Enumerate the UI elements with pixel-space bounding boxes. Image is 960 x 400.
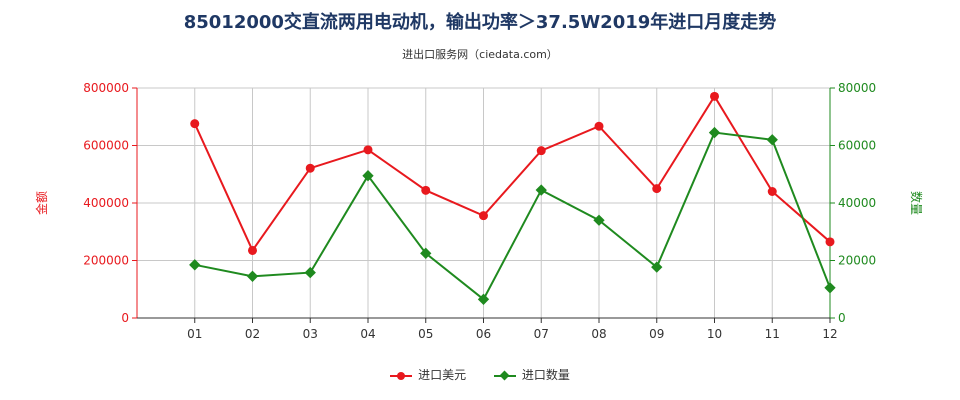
data-point-qty bbox=[708, 126, 721, 139]
chart-subtitle: 进出口服务网（ciedata.com） bbox=[402, 48, 558, 61]
x-tick-label: 05 bbox=[418, 327, 433, 341]
data-point-value bbox=[190, 119, 200, 129]
data-point-qty bbox=[246, 270, 259, 282]
x-tick-label: 02 bbox=[245, 327, 260, 341]
x-tick-label: 10 bbox=[707, 327, 722, 341]
x-tick-label: 01 bbox=[187, 327, 202, 341]
data-point-value bbox=[363, 145, 373, 155]
y-axis-label-right: 数量 bbox=[909, 191, 924, 215]
series-line-qty bbox=[194, 131, 831, 301]
y-tick-label-right: 80000 bbox=[838, 81, 876, 95]
data-point-value bbox=[248, 245, 257, 255]
legend-label-qty: 进口数量 bbox=[521, 368, 570, 382]
legend-line-qty bbox=[493, 370, 516, 380]
data-point-value bbox=[594, 121, 604, 131]
data-point-value bbox=[536, 146, 546, 156]
y-tick-label-right: 20000 bbox=[838, 254, 876, 268]
y-tick-label-left: 400000 bbox=[83, 196, 129, 210]
data-point-value bbox=[421, 185, 431, 195]
data-point-value bbox=[479, 211, 488, 221]
data-point-qty bbox=[824, 282, 836, 294]
legend: 进口美元 进口数量 bbox=[0, 366, 960, 383]
y-tick-label-right: 40000 bbox=[838, 196, 876, 210]
data-point-qty bbox=[189, 259, 201, 271]
x-tick-label: 11 bbox=[765, 327, 780, 341]
legend-line-value bbox=[390, 371, 413, 380]
y-tick-label-left: 200000 bbox=[83, 254, 129, 268]
data-point-qty bbox=[362, 170, 374, 182]
series-line-value bbox=[193, 94, 831, 253]
y-tick-label-left: 600000 bbox=[83, 139, 129, 153]
y-tick-label-left: 0 bbox=[121, 311, 129, 325]
legend-item-value[interactable]: 进口美元 bbox=[390, 366, 466, 383]
data-point-qty bbox=[651, 261, 663, 273]
data-point-qty bbox=[593, 214, 605, 226]
x-tick-label: 03 bbox=[303, 327, 318, 341]
chart-title: 85012000交直流两用电动机，输出功率＞37.5W2019年进口月度走势 bbox=[183, 12, 777, 33]
data-point-qty bbox=[766, 134, 778, 146]
x-tick-label: 08 bbox=[591, 327, 606, 341]
data-point-value bbox=[305, 163, 315, 173]
y-axis-label-left: 金额 bbox=[34, 191, 49, 215]
x-tick-label: 12 bbox=[822, 327, 837, 341]
y-tick-label-left: 800000 bbox=[83, 81, 129, 95]
data-point-qty bbox=[477, 293, 490, 305]
data-point-qty bbox=[304, 266, 316, 279]
data-point-value bbox=[767, 187, 777, 196]
data-point-qty bbox=[420, 247, 432, 259]
x-tick-label: 06 bbox=[476, 327, 491, 341]
y-tick-label-right: 60000 bbox=[838, 139, 876, 153]
x-tick-label: 09 bbox=[649, 327, 664, 341]
data-point-value bbox=[652, 184, 662, 194]
x-tick-label: 07 bbox=[534, 327, 549, 341]
y-tick-label-right: 0 bbox=[838, 311, 846, 325]
data-point-value bbox=[710, 91, 719, 101]
data-point-value bbox=[825, 237, 835, 247]
legend-item-qty[interactable]: 进口数量 bbox=[493, 366, 570, 383]
data-point-qty bbox=[535, 184, 547, 196]
legend-label-value: 进口美元 bbox=[418, 368, 467, 382]
x-tick-label: 04 bbox=[360, 327, 375, 341]
